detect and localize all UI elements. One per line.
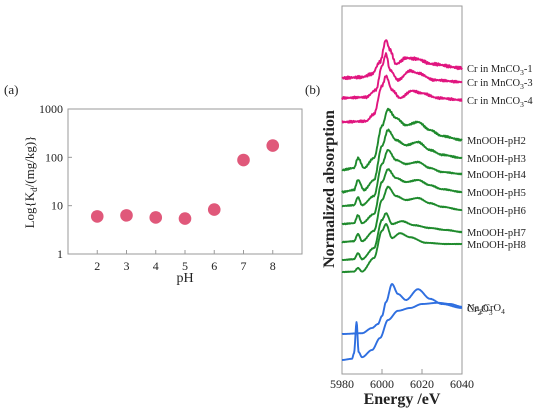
panel-a-plot-frame xyxy=(67,108,303,255)
panel-b: (b) 5980 6000 6020 6040 Cr in MnCO3-1Cr in … xyxy=(305,5,533,408)
data-point xyxy=(207,203,221,216)
series-label: MnOOH-pH6 xyxy=(467,206,526,217)
spectrum-line xyxy=(341,185,463,244)
spectrum-line xyxy=(341,39,463,81)
data-point xyxy=(178,212,192,225)
x-tick-label: 4 xyxy=(153,259,159,273)
panel-a-points xyxy=(90,139,280,225)
panel-b-series-labels: Cr in MnCO3-1Cr in MnCO3-3 Cr in MnCO3-4 M… xyxy=(467,64,533,317)
panel-a-y-ticks: 1 10 100 1000 xyxy=(39,102,72,261)
x-tick-label: 3 xyxy=(124,259,130,273)
x-tick-label: 2 xyxy=(94,259,100,273)
data-point xyxy=(90,210,104,223)
panel-b-label: (b) xyxy=(305,82,320,97)
data-point xyxy=(266,139,280,152)
y-tick-label: 100 xyxy=(45,150,63,164)
panel-b-x-ticks: 5980 6000 6020 6040 xyxy=(330,369,474,391)
series-label: MnOOH-pH8 xyxy=(467,240,526,251)
y-tick-label: 10 xyxy=(51,199,63,213)
spectrum-line xyxy=(341,149,463,208)
series-label: MnOOH-pH2 xyxy=(467,136,526,147)
series-label: Na2CrO4 xyxy=(467,303,505,316)
spectrum-line xyxy=(341,107,463,172)
y-tick-label: 1 xyxy=(57,247,63,261)
spectrum-line xyxy=(341,74,463,124)
series-label: Cr in MnCO3-1 xyxy=(467,64,533,77)
panel-a-y-label-sub: d xyxy=(29,187,39,192)
panel-b-series xyxy=(341,39,463,361)
panel-a-label: (a) xyxy=(4,82,18,97)
panel-b-x-axis-label: Energy /eV xyxy=(364,391,441,408)
x-tick-label: 6 xyxy=(211,259,217,273)
spectrum-line xyxy=(341,212,463,262)
series-label: MnOOH-pH7 xyxy=(467,228,526,239)
series-label: MnOOH-pH5 xyxy=(467,188,526,199)
series-label: Cr in MnCO3-4 xyxy=(467,96,533,109)
data-point xyxy=(149,211,163,224)
data-point xyxy=(237,153,250,167)
x-tick-label: 6000 xyxy=(370,377,394,391)
series-label: MnOOH-pH4 xyxy=(467,170,527,181)
data-point xyxy=(120,209,133,222)
y-tick-label: 1000 xyxy=(39,102,63,116)
x-tick-label: 6020 xyxy=(410,377,434,391)
panel-b-plot-frame xyxy=(341,5,463,375)
spectrum-line xyxy=(341,52,463,100)
panel-b-y-axis-label: Normalized absorption xyxy=(321,110,338,268)
panel-a: (a) 1 10 100 1000 2 3 4 5 6 7 8 pH Log{Kd/(mg/kg)… xyxy=(4,82,303,286)
panel-a-y-label-suffix: /(mg/kg)} xyxy=(22,136,37,188)
spectrum-line xyxy=(341,128,463,194)
panel-a-x-axis-label: pH xyxy=(176,271,193,286)
spectrum-line xyxy=(341,168,463,226)
series-label: MnOOH-pH3 xyxy=(467,154,526,165)
panel-a-x-ticks: 2 3 4 5 6 7 8 xyxy=(94,250,276,273)
series-label: Cr in MnCO3-3 xyxy=(467,78,533,91)
spectrum-line xyxy=(341,283,463,336)
panel-a-y-label-prefix: Log{K xyxy=(22,191,37,228)
spectrum-line xyxy=(341,301,463,361)
series-label: Cr2O3 xyxy=(467,304,493,317)
x-tick-label: 8 xyxy=(270,259,276,273)
x-tick-label: 5 xyxy=(182,259,188,273)
x-tick-label: 7 xyxy=(241,259,247,273)
panel-a-y-axis-label: Log{Kd/(mg/kg)} xyxy=(22,136,39,229)
spectrum-line xyxy=(341,222,463,274)
x-tick-label: 5980 xyxy=(330,377,354,391)
x-tick-label: 6040 xyxy=(450,377,474,391)
